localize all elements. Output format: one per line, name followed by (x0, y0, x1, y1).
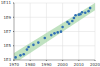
svg-text:1E7: 1E7 (8, 29, 11, 34)
svg-text:1E5: 1E5 (8, 43, 11, 48)
svg-text:1E3: 1E3 (8, 57, 11, 62)
svg-text:2000: 2000 (58, 62, 69, 67)
svg-text:2010: 2010 (74, 62, 85, 67)
svg-text:1970: 1970 (9, 62, 20, 67)
svg-text:2020: 2020 (90, 62, 92, 67)
svg-text:1990: 1990 (41, 62, 52, 67)
svg-text:1E9: 1E9 (8, 15, 11, 20)
svg-text:1E11: 1E11 (8, 0, 11, 5)
svg-text:1980: 1980 (25, 62, 36, 67)
